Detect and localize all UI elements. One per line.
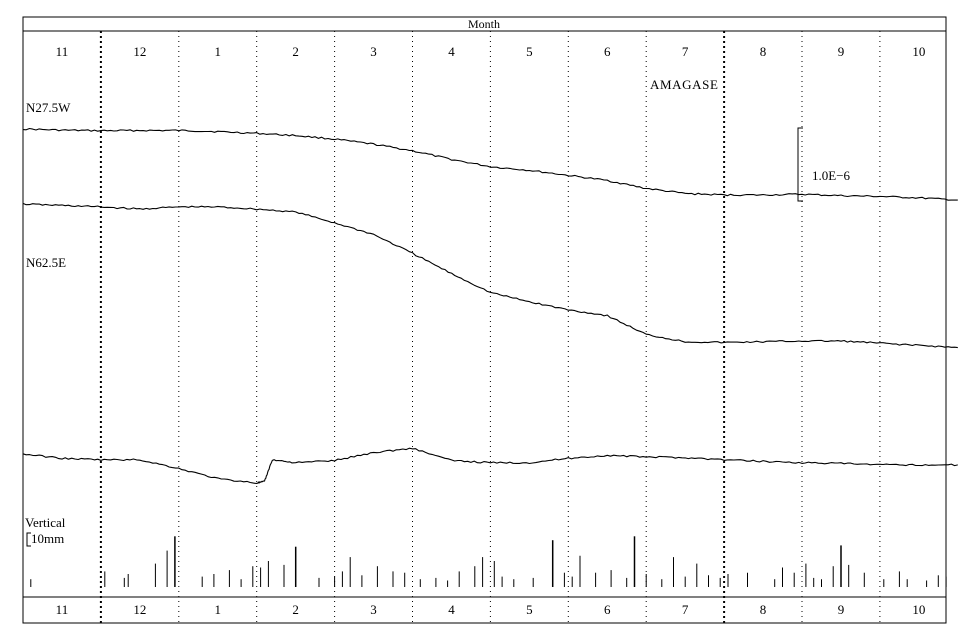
month-label-top: 8 (760, 44, 767, 59)
month-labels-bottom: 11 12 1 2 3 4 5 6 7 8 9 10 (56, 602, 926, 617)
rain-label-vertical: Vertical (25, 515, 66, 530)
month-grid (99, 31, 881, 623)
month-label-top: 4 (448, 44, 455, 59)
strain-series (22, 127, 958, 485)
month-label-bottom: 12 (133, 602, 146, 617)
month-label-bottom: 1 (215, 602, 222, 617)
series-vertical-trace (22, 447, 958, 485)
strain-scale-bar: 1.0E−6 (797, 127, 851, 202)
month-label-bottom: 8 (760, 602, 767, 617)
chart-frame (22, 16, 947, 624)
month-label-top: 6 (604, 44, 611, 59)
month-label-top: 11 (56, 44, 69, 59)
month-label-bottom: 7 (682, 602, 689, 617)
month-label-bottom: 5 (526, 602, 533, 617)
month-label-top: 12 (133, 44, 146, 59)
scale-label: 1.0E−6 (812, 168, 851, 183)
month-label-bottom: 6 (604, 602, 611, 617)
month-label-top: 9 (838, 44, 845, 59)
month-label-bottom: 2 (292, 602, 299, 617)
month-label-top: 7 (682, 44, 689, 59)
rainfall-bars (30, 536, 947, 587)
month-label-bottom: 4 (448, 602, 455, 617)
month-label-bottom: 9 (838, 602, 845, 617)
month-label-top: 5 (526, 44, 533, 59)
station-label: AMAGASE (650, 77, 718, 92)
chart-title: Month (468, 17, 500, 31)
series-n27-5w (22, 127, 958, 201)
month-labels-top: 11 12 1 2 3 4 5 6 7 8 9 10 (56, 44, 926, 59)
rain-scale-bracket (26, 532, 31, 547)
month-label-top: 3 (370, 44, 377, 59)
rainfall-scale: Vertical 10mm (25, 515, 66, 547)
month-label-bottom: 11 (56, 602, 69, 617)
series-n62-5e (22, 202, 958, 349)
scale-bracket (797, 127, 803, 202)
month-label-top: 1 (215, 44, 222, 59)
series-label-n27-5w: N27.5W (26, 100, 71, 115)
rain-label-10mm: 10mm (31, 531, 64, 546)
month-label-top: 10 (912, 44, 925, 59)
series-label-n62-5e: N62.5E (26, 255, 66, 270)
month-label-bottom: 3 (370, 602, 377, 617)
month-label-top: 2 (292, 44, 299, 59)
month-label-bottom: 10 (912, 602, 925, 617)
